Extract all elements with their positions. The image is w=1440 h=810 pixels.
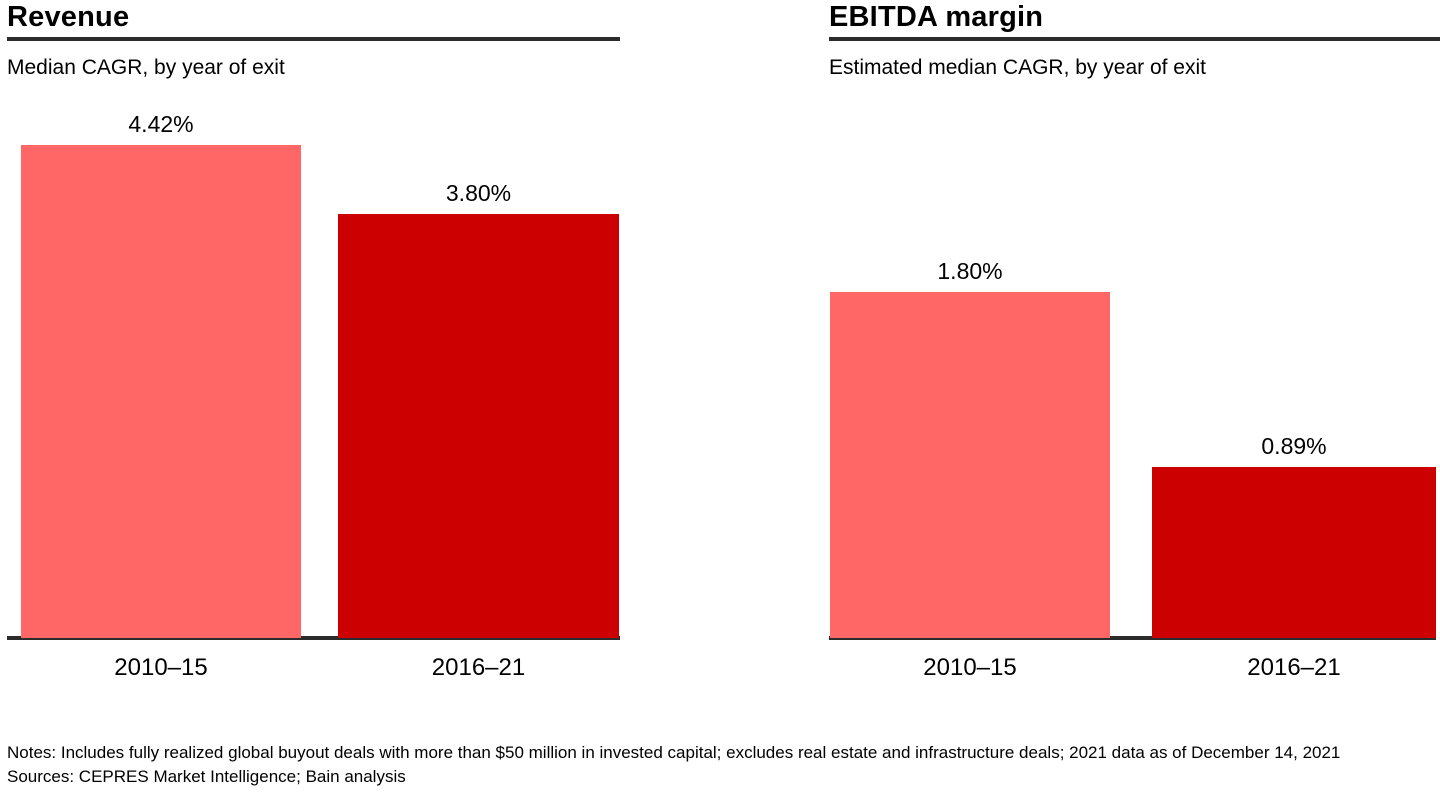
- footnotes: Notes: Includes fully realized global bu…: [7, 741, 1433, 788]
- bar-2010–15: [830, 292, 1110, 638]
- bar-value-label: 1.80%: [937, 258, 1003, 284]
- plot-area: 1.80% 0.89%: [829, 0, 1440, 640]
- chart-title: Revenue: [7, 1, 130, 33]
- chart-subtitle: Median CAGR, by year of exit: [7, 56, 285, 79]
- x-axis-label: 2016–21: [431, 654, 526, 681]
- category-row: 2010–15 2016–21: [829, 654, 1440, 684]
- x-axis-label: 2010–15: [923, 654, 1017, 681]
- category-row: 2010–15 2016–21: [7, 654, 620, 684]
- plot-area: 4.42% 3.80%: [7, 0, 620, 640]
- bar-2010–15: [21, 145, 301, 638]
- chart-title: EBITDA margin: [829, 1, 1044, 33]
- title-underline: [829, 37, 1440, 41]
- sources-text: Sources: CEPRES Market Intelligence; Bai…: [7, 766, 406, 786]
- bar-value-label: 4.42%: [128, 111, 194, 137]
- notes-text: Notes: Includes fully realized global bu…: [7, 743, 1341, 762]
- bar-2016–21: [338, 214, 619, 638]
- bar-value-label: 3.80%: [445, 180, 512, 206]
- bar-value-label: 0.89%: [1261, 433, 1327, 459]
- x-axis-line: [829, 636, 1436, 640]
- title-underline: [7, 37, 620, 41]
- x-axis-label: 2010–15: [114, 654, 208, 681]
- x-axis-line: [7, 636, 620, 640]
- bar-2016–21: [1152, 467, 1436, 638]
- chart-subtitle: Estimated median CAGR, by year of exit: [829, 56, 1206, 79]
- x-axis-label: 2016–21: [1247, 654, 1341, 681]
